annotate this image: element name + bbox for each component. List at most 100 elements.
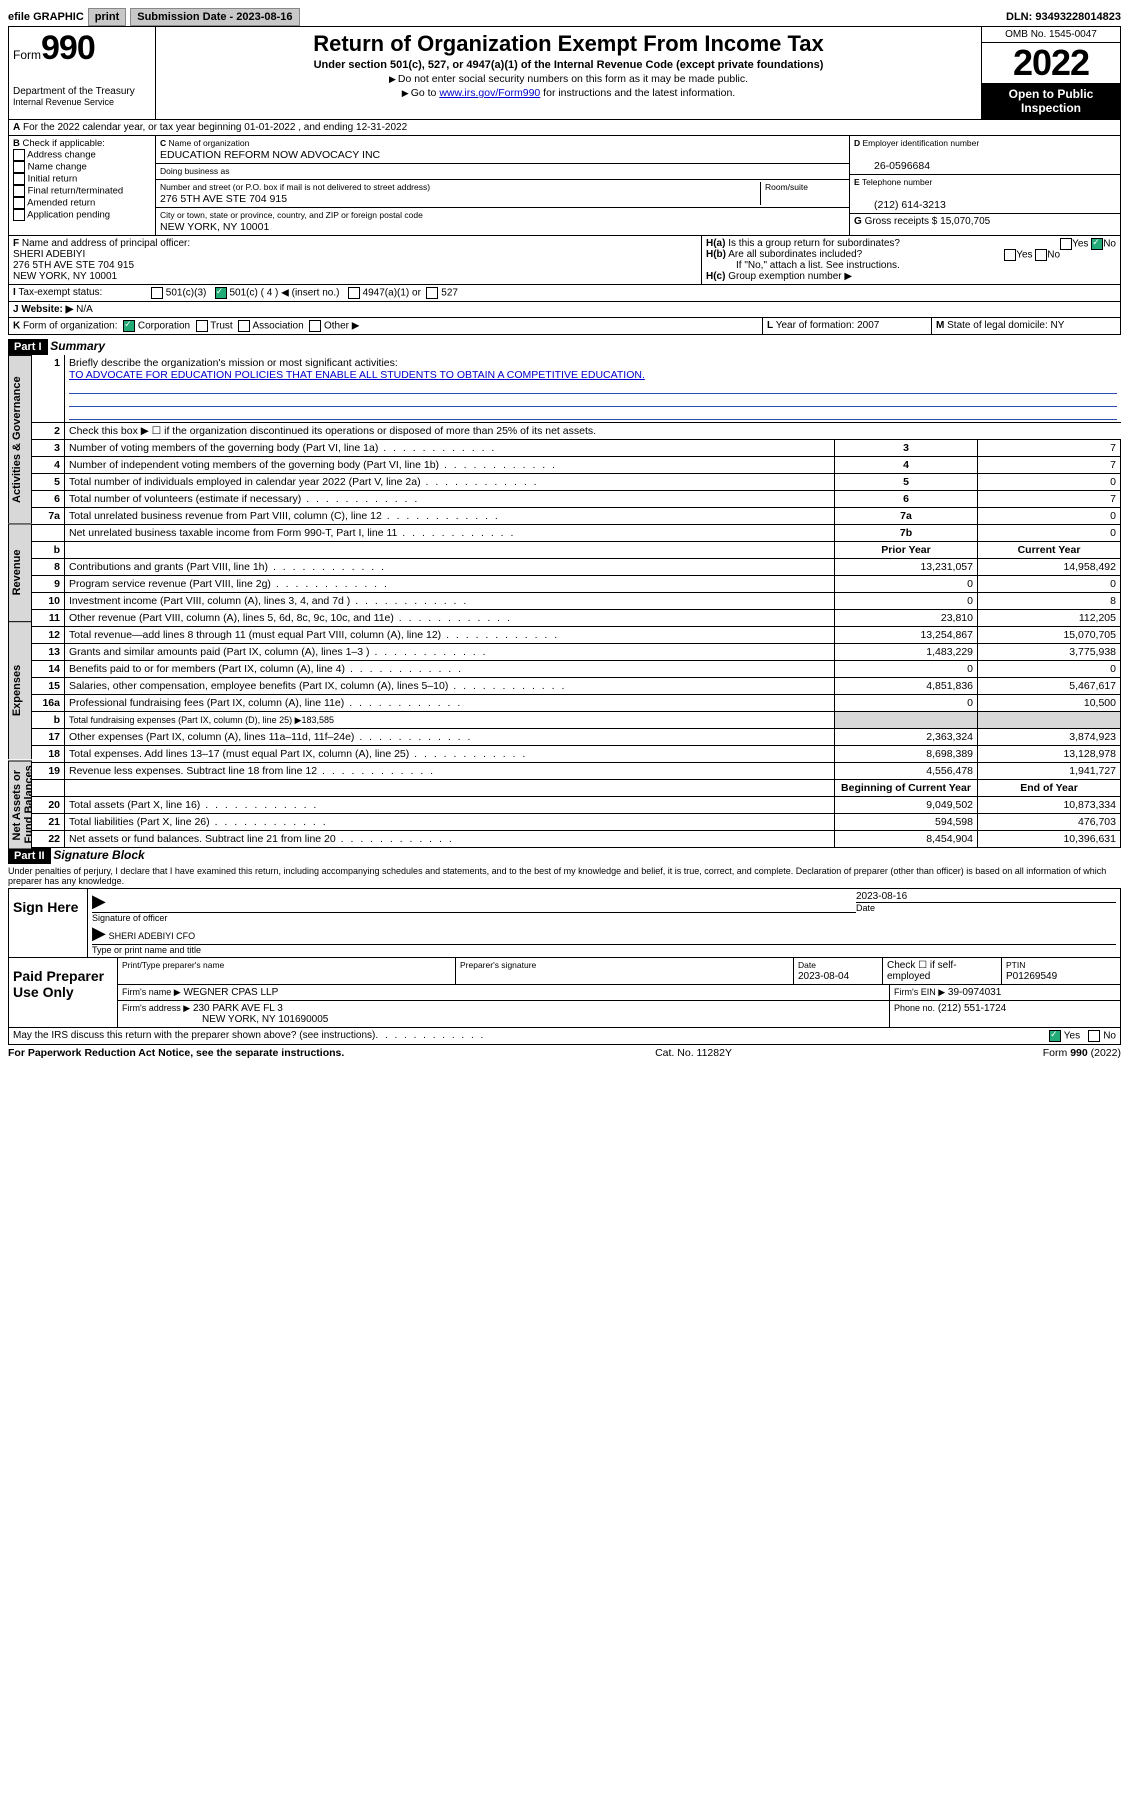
chk-initial-return[interactable] <box>13 173 25 185</box>
prep-sig-label: Preparer's signature <box>460 960 536 970</box>
tab-netassets: Net Assets or Fund Balances <box>8 760 32 848</box>
chk-ha-yes[interactable] <box>1060 238 1072 250</box>
part1-header: Part I Summary <box>8 339 1121 355</box>
dept-treasury: Department of the Treasury <box>13 86 151 97</box>
city-label: City or town, state or province, country… <box>160 210 423 220</box>
table-row: 6 Total number of volunteers (estimate i… <box>32 491 1121 508</box>
sign-here-block: Sign Here ▶ Signature of officer 2023-08… <box>8 888 1121 958</box>
form-prefix: Form <box>13 48 41 62</box>
chk-ha-no[interactable] <box>1091 238 1103 250</box>
hc-label: Group exemption number ▶ <box>728 271 852 282</box>
firm-name-label: Firm's name ▶ <box>122 987 181 997</box>
part1-title: Summary <box>50 339 105 353</box>
form990-link[interactable]: www.irs.gov/Form990 <box>439 87 540 99</box>
table-row: 13 Grants and similar amounts paid (Part… <box>32 644 1121 661</box>
sig-officer-label: Signature of officer <box>92 912 856 923</box>
chk-trust[interactable] <box>196 320 208 332</box>
opt-name-change: Name change <box>28 162 87 173</box>
section-klm: K Form of organization: Corporation Trus… <box>8 318 1121 335</box>
table-row: 14 Benefits paid to or for members (Part… <box>32 661 1121 678</box>
firm-addr2: NEW YORK, NY 101690005 <box>122 1014 328 1025</box>
form-number: Form990 <box>13 29 151 68</box>
table-row: 17 Other expenses (Part IX, column (A), … <box>32 729 1121 746</box>
ha-label: Is this a group return for subordinates? <box>728 238 900 249</box>
opt-527: 527 <box>441 288 458 299</box>
c-name-label: Name of organization <box>169 138 250 148</box>
table-row: 22 Net assets or fund balances. Subtract… <box>32 831 1121 848</box>
page-footer: For Paperwork Reduction Act Notice, see … <box>8 1045 1121 1059</box>
opt-initial-return: Initial return <box>28 174 78 185</box>
firm-name: WEGNER CPAS LLP <box>183 987 278 998</box>
paid-preparer-block: Paid Preparer Use Only Print/Type prepar… <box>8 958 1121 1028</box>
prep-date: 2023-08-04 <box>798 971 849 982</box>
ha-yes: Yes <box>1072 239 1088 250</box>
ha-no: No <box>1103 239 1116 250</box>
firm-ein: 39-0974031 <box>948 987 1001 998</box>
open-inspection: Open to Public Inspection <box>982 83 1120 119</box>
col-current: Current Year <box>978 542 1121 559</box>
opt-501c3: 501(c)(3) <box>166 288 207 299</box>
f-label: Name and address of principal officer: <box>22 238 190 249</box>
chk-final-return[interactable] <box>13 185 25 197</box>
table-row: 11 Other revenue (Part VIII, column (A),… <box>32 610 1121 627</box>
table-row: 19 Revenue less expenses. Subtract line … <box>32 763 1121 780</box>
hb-yes: Yes <box>1016 250 1032 261</box>
irs-label: Internal Revenue Service <box>13 97 151 107</box>
prep-self-employed: Check ☐ if self-employed <box>883 958 1002 984</box>
table-row: 16a Professional fundraising fees (Part … <box>32 695 1121 712</box>
tab-expenses: Expenses <box>8 621 32 759</box>
chk-name-change[interactable] <box>13 161 25 173</box>
chk-may-yes[interactable] <box>1049 1030 1061 1042</box>
may-no: No <box>1103 1031 1116 1042</box>
chk-app-pending[interactable] <box>13 209 25 221</box>
officer-name: SHERI ADEBIYI <box>13 249 85 260</box>
section-i: I Tax-exempt status: 501(c)(3) 501(c) ( … <box>8 285 1121 302</box>
chk-501c3[interactable] <box>151 287 163 299</box>
chk-4947[interactable] <box>348 287 360 299</box>
may-yes: Yes <box>1064 1031 1080 1042</box>
l-label: Year of formation: <box>776 320 855 331</box>
dln: DLN: 93493228014823 <box>1006 11 1121 23</box>
part2-header: Part II Signature Block <box>8 848 1121 864</box>
chk-amended[interactable] <box>13 197 25 209</box>
table-row: 20 Total assets (Part X, line 16) 9,049,… <box>32 797 1121 814</box>
chk-527[interactable] <box>426 287 438 299</box>
line-a: A For the 2022 calendar year, or tax yea… <box>8 120 1121 136</box>
form-subtitle: Under section 501(c), 527, or 4947(a)(1)… <box>162 59 975 71</box>
top-bar: efile GRAPHIC print Submission Date - 20… <box>8 8 1121 26</box>
footer-left: For Paperwork Reduction Act Notice, see … <box>8 1047 344 1059</box>
tab-revenue: Revenue <box>8 523 32 621</box>
opt-address-change: Address change <box>27 150 96 161</box>
chk-may-no[interactable] <box>1088 1030 1100 1042</box>
perjury-declaration: Under penalties of perjury, I declare th… <box>8 864 1121 888</box>
table-row: b Total fundraising expenses (Part IX, c… <box>32 712 1121 729</box>
part2-bar: Part II <box>8 848 51 864</box>
officer-type-label: Type or print name and title <box>92 944 1116 955</box>
chk-hb-no[interactable] <box>1035 249 1047 261</box>
print-button[interactable]: print <box>88 8 126 26</box>
chk-501c[interactable] <box>215 287 227 299</box>
chk-assoc[interactable] <box>238 320 250 332</box>
goto-post: for instructions and the latest informat… <box>540 87 735 99</box>
sig-date: 2023-08-16 <box>856 891 1116 902</box>
col-prior: Prior Year <box>835 542 978 559</box>
state-domicile: NY <box>1051 320 1065 331</box>
col-beginning: Beginning of Current Year <box>835 780 978 797</box>
org-address: 276 5TH AVE STE 704 915 <box>160 193 287 205</box>
chk-corp[interactable] <box>123 320 135 332</box>
opt-4947: 4947(a)(1) or <box>363 288 421 299</box>
tax-year: 2022 <box>982 43 1120 83</box>
chk-other[interactable] <box>309 320 321 332</box>
ssn-note: Do not enter social security numbers on … <box>162 73 975 85</box>
chk-address-change[interactable] <box>13 149 25 161</box>
chk-hb-yes[interactable] <box>1004 249 1016 261</box>
ein-label: Employer identification number <box>863 138 980 148</box>
prep-date-label: Date <box>798 960 816 970</box>
h-note: If "No," attach a list. See instructions… <box>706 260 900 271</box>
opt-amended: Amended return <box>27 198 95 209</box>
mission-text[interactable]: TO ADVOCATE FOR EDUCATION POLICIES THAT … <box>69 369 645 381</box>
omb-number: OMB No. 1545-0047 <box>982 27 1120 43</box>
addr-label: Number and street (or P.O. box if mail i… <box>160 182 430 192</box>
table-row: 21 Total liabilities (Part X, line 26) 5… <box>32 814 1121 831</box>
section-fh: F Name and address of principal officer:… <box>8 236 1121 285</box>
